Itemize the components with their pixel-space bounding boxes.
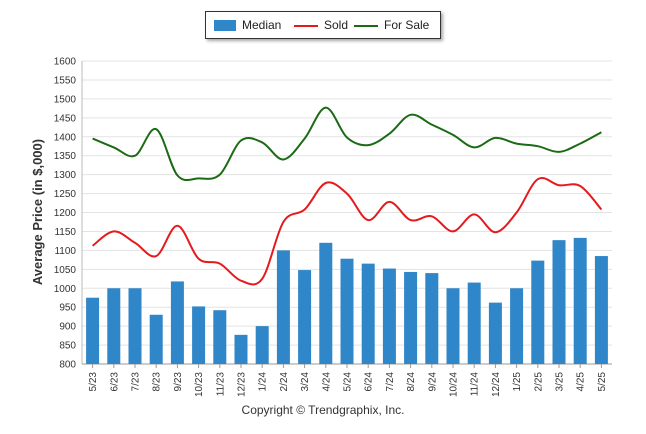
y-axis-ticks: 800 850 900 950 1000 1050 1100 1150 1200 1250 1300… <box>54 57 77 371</box>
x-tick-label: 5/24 <box>343 372 354 392</box>
y-tick-label: 1350 <box>54 151 77 162</box>
x-axis-ticks: 5/23 6/23 7/23 8/23 9/23 10/23 11/23 12/23 1/24 2… <box>88 364 608 397</box>
x-tick-label: 12/24 <box>491 372 502 397</box>
y-tick-label: 1450 <box>54 113 77 124</box>
x-tick-label: 3/24 <box>300 372 311 392</box>
x-tick-label: 2/24 <box>279 372 290 392</box>
for-sale-line <box>92 106 602 182</box>
median-bar-5-25 <box>594 256 608 364</box>
x-tick-label: 11/23 <box>215 372 226 397</box>
median-bar-2-24 <box>276 250 290 364</box>
median-bar-6-24 <box>361 263 375 364</box>
x-tick-label: 10/23 <box>194 372 205 397</box>
median-bar-10-23 <box>192 306 206 364</box>
median-bar-8-24 <box>404 271 418 364</box>
median-bar-12-24 <box>488 302 502 364</box>
legend-swatch-median <box>214 20 236 31</box>
y-tick-label: 1400 <box>54 132 77 143</box>
legend-swatch-for-sale <box>354 25 378 27</box>
legend-swatch-sold <box>294 25 318 27</box>
median-bar-6-23 <box>107 288 121 364</box>
y-tick-label: 1050 <box>54 265 77 276</box>
median-bars <box>86 237 608 364</box>
x-tick-label: 12/23 <box>237 372 248 397</box>
median-bar-4-25 <box>573 237 587 364</box>
x-tick-label: 4/24 <box>321 372 332 392</box>
median-bar-5-23 <box>86 297 100 364</box>
y-axis-label: Average Price (in $,000) <box>30 139 45 285</box>
x-tick-label: 5/23 <box>88 372 99 392</box>
y-tick-label: 1100 <box>54 246 76 257</box>
median-bar-12-23 <box>234 334 248 364</box>
y-tick-label: 1300 <box>54 170 77 181</box>
median-bar-11-23 <box>213 310 227 364</box>
x-tick-label: 5/25 <box>597 372 608 392</box>
x-tick-label: 6/23 <box>109 372 120 392</box>
median-bar-5-24 <box>340 258 354 364</box>
y-tick-label: 1600 <box>54 57 77 68</box>
y-tick-label: 1200 <box>54 208 77 219</box>
x-tick-label: 2/25 <box>533 372 544 392</box>
median-bar-7-24 <box>382 268 396 364</box>
y-tick-label: 1150 <box>54 227 76 238</box>
x-tick-label: 8/24 <box>406 372 417 392</box>
x-tick-label: 10/24 <box>449 372 460 397</box>
y-tick-label: 1250 <box>54 189 77 200</box>
median-bar-1-24 <box>255 326 269 364</box>
y-tick-label: 1500 <box>54 94 77 105</box>
legend-label-median: Median <box>242 18 282 32</box>
y-tick-label: 1550 <box>54 75 77 86</box>
y-tick-label: 1000 <box>54 284 77 295</box>
legend-label-for-sale: For Sale <box>384 18 430 32</box>
median-bar-8-23 <box>149 314 163 364</box>
median-bar-11-24 <box>467 282 481 364</box>
median-bar-2-25 <box>531 260 545 364</box>
trend-lines <box>91 106 603 286</box>
x-tick-label: 3/25 <box>555 372 566 392</box>
y-tick-label: 850 <box>59 341 76 352</box>
median-bar-3-25 <box>552 240 566 364</box>
y-tick-label: 900 <box>59 322 76 333</box>
x-tick-label: 7/23 <box>131 372 142 392</box>
sold-line <box>91 177 603 286</box>
legend: Median Sold For Sale <box>205 11 441 39</box>
x-tick-label: 4/25 <box>576 372 587 392</box>
y-tick-label: 800 <box>59 360 76 371</box>
x-tick-label: 6/24 <box>364 372 375 392</box>
median-bar-9-24 <box>425 273 439 364</box>
x-tick-label: 11/24 <box>470 372 481 397</box>
median-bar-1-25 <box>510 288 524 364</box>
median-bar-3-24 <box>298 270 312 364</box>
legend-label-sold: Sold <box>324 18 349 32</box>
y-tick-label: 950 <box>59 303 76 314</box>
x-tick-label: 7/24 <box>385 372 396 392</box>
median-bar-9-23 <box>170 281 184 364</box>
median-bar-4-24 <box>319 242 333 364</box>
x-tick-label: 8/23 <box>152 372 163 392</box>
x-tick-label: 9/24 <box>427 372 438 392</box>
x-tick-label: 9/23 <box>173 372 184 392</box>
median-bar-7-23 <box>128 288 142 364</box>
x-tick-label: 1/25 <box>512 372 523 392</box>
copyright-text: Copyright © Trendgraphix, Inc. <box>241 403 405 417</box>
x-tick-label: 1/24 <box>258 372 269 392</box>
median-bar-10-24 <box>446 288 460 364</box>
